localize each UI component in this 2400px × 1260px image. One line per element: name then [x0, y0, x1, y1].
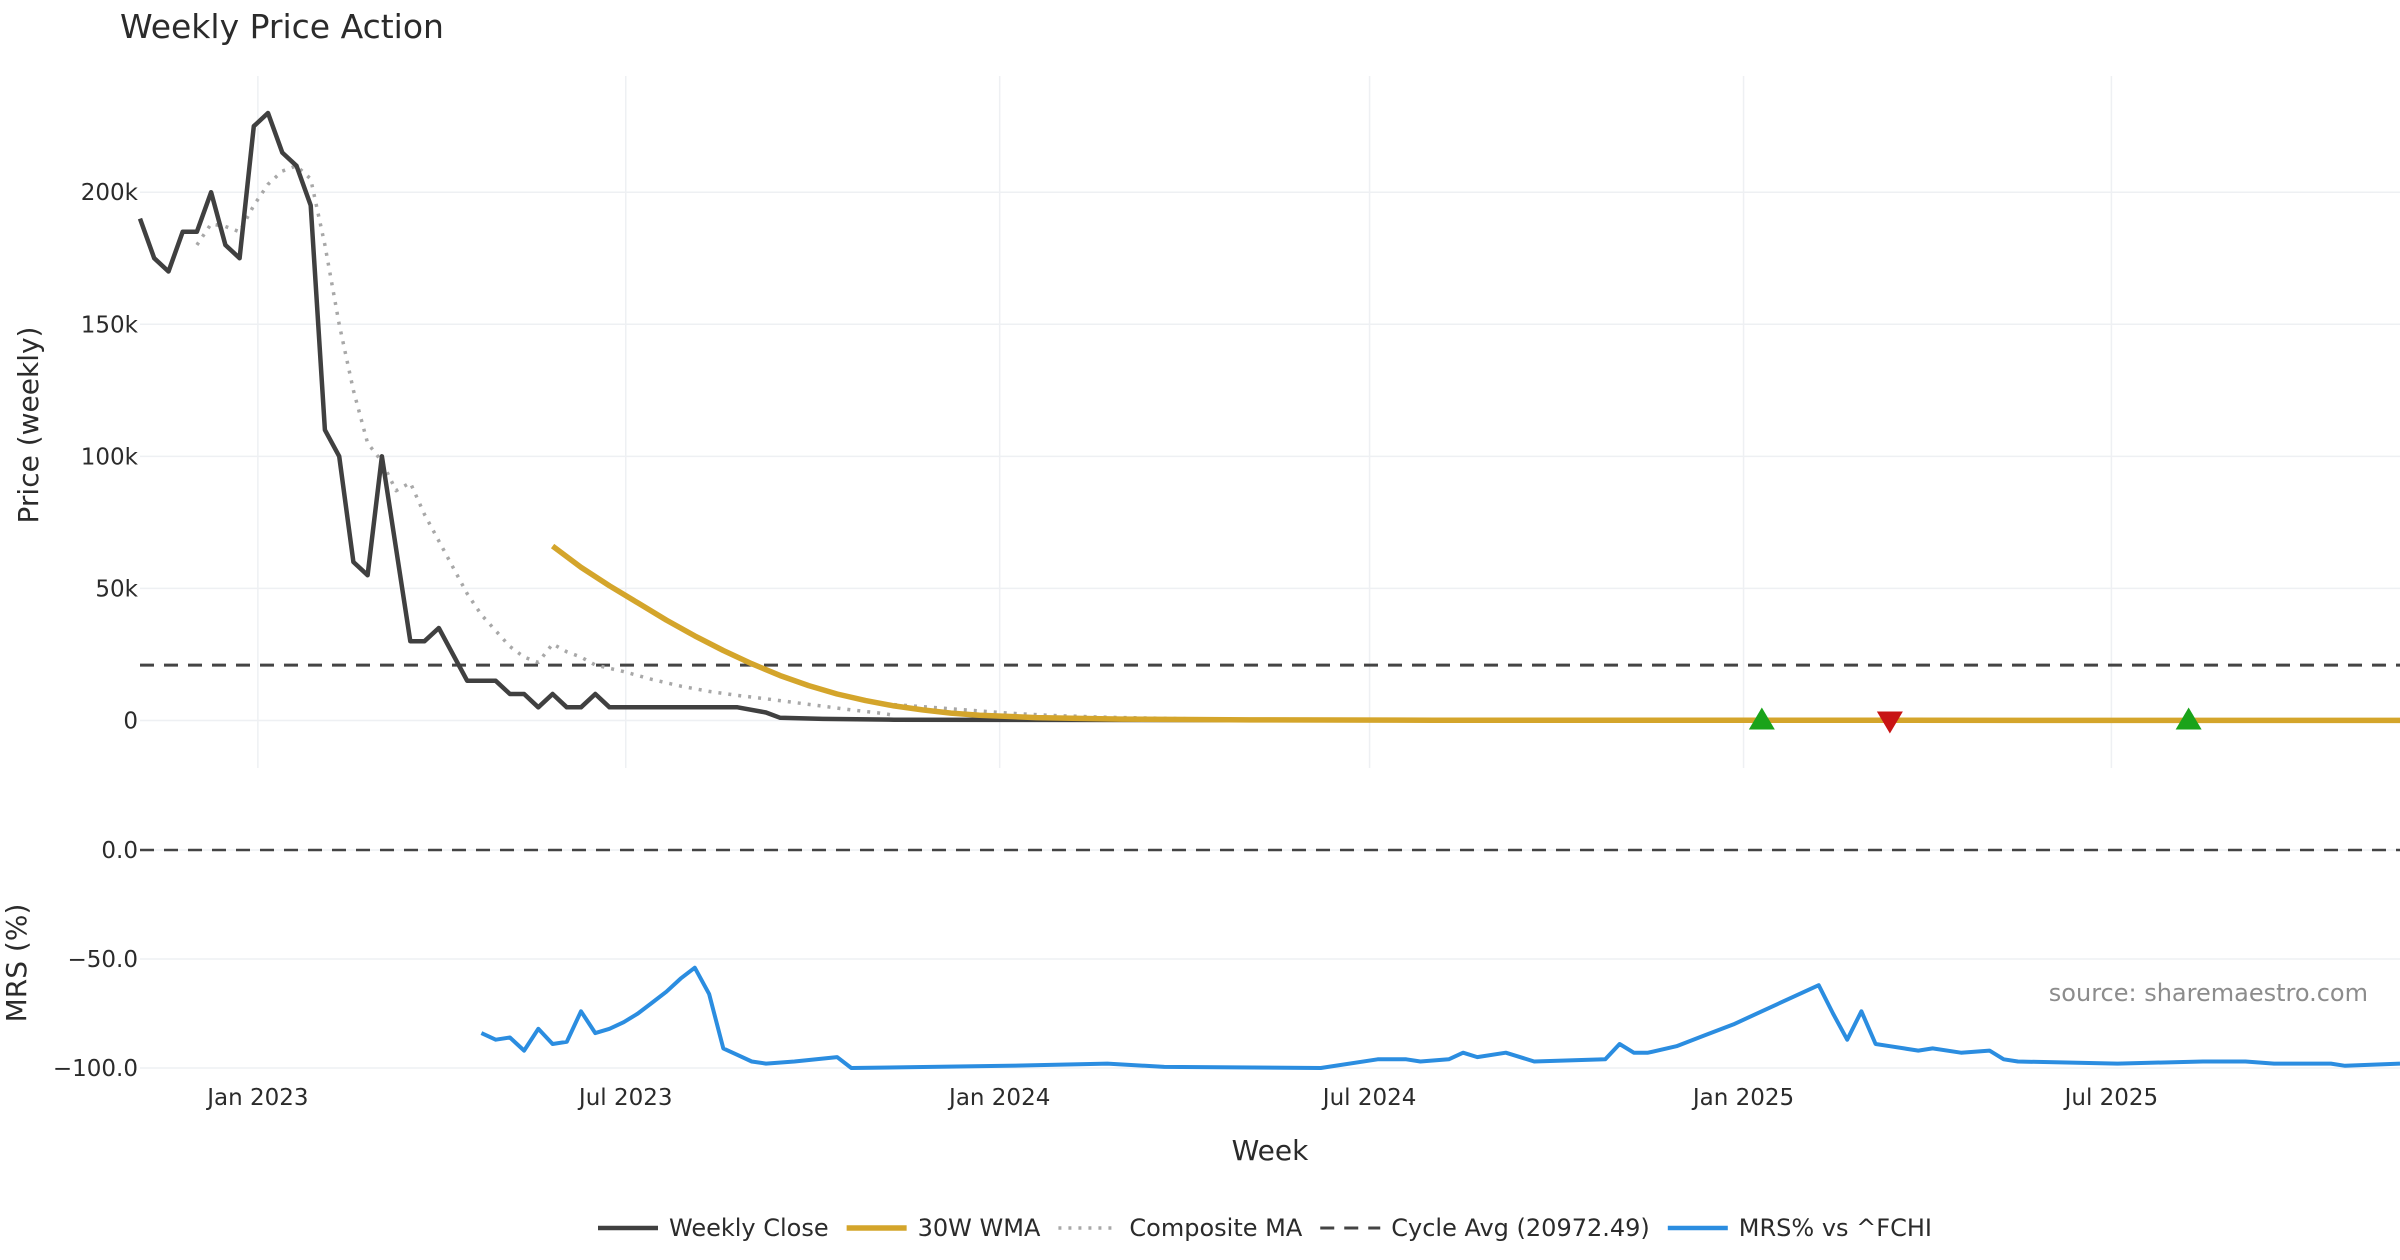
top-y-tick-label: 0	[123, 708, 138, 734]
bottom-y-axis-title: MRS (%)	[0, 904, 33, 1023]
bottom-y-tick-label: −100.0	[53, 1056, 138, 1082]
signal-markers-layer	[1748, 707, 2202, 734]
top-y-tick-label: 50k	[95, 576, 138, 602]
sell-signal-marker	[1876, 711, 1903, 734]
top-panel-y-ticks: 0 50k 100k 150k 200k	[81, 180, 139, 734]
legend-label: 30W WMA	[918, 1214, 1041, 1242]
composite-ma-line	[195, 164, 895, 717]
x-tick-label: Jul 2023	[577, 1085, 673, 1111]
bottom-y-tick-label: 0.0	[101, 838, 138, 864]
mrs-series-layer	[140, 848, 2400, 1070]
buy-signal-marker	[1748, 707, 1775, 730]
x-tick-label: Jan 2024	[947, 1085, 1050, 1111]
legend-label: MRS% vs ^FCHI	[1739, 1214, 1932, 1242]
legend-label: Composite MA	[1129, 1214, 1302, 1242]
x-axis-title: Week	[1232, 1134, 1309, 1167]
bottom-panel-y-ticks: 0.0 −50.0 −100.0	[53, 838, 138, 1082]
price-series-layer	[137, 110, 2400, 724]
bottom-panel-grid	[140, 849, 2400, 1069]
legend-label: Cycle Avg (20972.49)	[1391, 1214, 1650, 1242]
x-tick-label: Jan 2025	[1691, 1085, 1794, 1111]
top-y-tick-label: 150k	[81, 312, 139, 338]
mrs-line	[480, 965, 2400, 1070]
x-tick-label: Jan 2023	[205, 1085, 308, 1111]
chart-legend: Weekly Close 30W WMA Composite MA Cycle Avg…	[598, 1214, 1932, 1242]
top-y-tick-label: 100k	[81, 444, 139, 470]
x-tick-label: Jul 2025	[2063, 1085, 2159, 1111]
buy-signal-marker	[2175, 707, 2202, 730]
top-y-axis-title: Price (weekly)	[12, 327, 45, 524]
bottom-y-tick-label: −50.0	[68, 947, 138, 973]
x-tick-label: Jul 2024	[1321, 1085, 1417, 1111]
legend-label: Weekly Close	[669, 1214, 829, 1242]
weekly-close-line	[137, 110, 2400, 723]
x-axis-ticks: Jan 2023 Jul 2023 Jan 2024 Jul 2024 Jan 2025…	[205, 1085, 2158, 1111]
chart-title: Weekly Price Action	[120, 7, 444, 46]
top-y-tick-label: 200k	[81, 180, 139, 206]
source-annotation: source: sharemaestro.com	[2049, 979, 2368, 1007]
wma-30w-line	[550, 543, 2400, 724]
